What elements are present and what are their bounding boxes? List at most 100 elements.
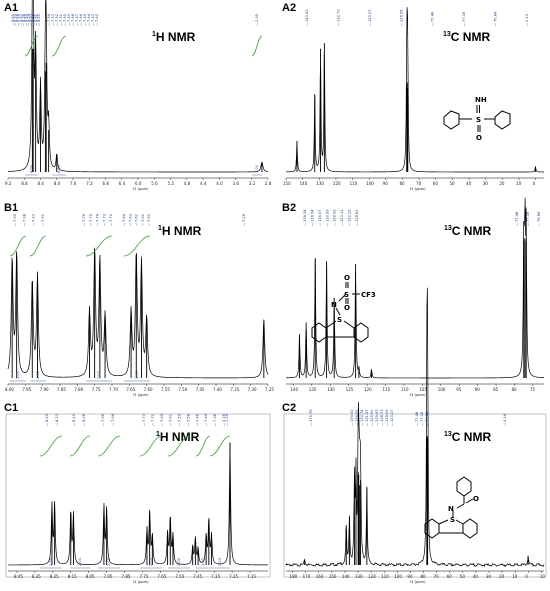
x-tick-label: -10 <box>538 574 545 579</box>
nmr-spectrum: 150 140 130 120 110 100 90 80 70 60 50 40 30 20 10 0f1 … <box>283 7 545 191</box>
x-tick-label: 150 <box>283 181 291 186</box>
x-tick-label: 90 <box>475 387 481 392</box>
title-superscript: 1 <box>152 31 156 38</box>
x-tick-label: 7.25 <box>229 574 238 579</box>
peak-value-label: 7.64 <box>122 213 126 222</box>
panel-label: B2 <box>282 202 297 214</box>
x-tick-label: 7.50 <box>178 387 187 392</box>
x-tick-label: 120 <box>333 181 341 186</box>
peak-value-label: 77.16 <box>420 411 424 422</box>
panel-label: C1 <box>4 402 19 414</box>
title-superscript: 1 <box>158 225 162 232</box>
x-tick-label: 170 <box>303 574 311 579</box>
panel-title: 1H NMR <box>156 430 199 444</box>
peak-value-label: 7.71 <box>151 414 155 422</box>
title-main: C NMR <box>450 30 491 44</box>
x-tick-label: 8.45 <box>14 574 23 579</box>
peak-value-label: 8.58 <box>16 13 20 22</box>
x-tick-label: 110 <box>401 387 409 392</box>
nmr-spectrum: 9.2 8.8 8.4 8.0 7.6 7.2 6.8 6.4 6.0 5.6 5.2 4.8 4.4 4… <box>5 0 272 191</box>
atom-o: O <box>473 495 479 503</box>
integral-curve <box>51 35 67 57</box>
integral-curve <box>69 435 91 457</box>
phenyl-ring-left <box>443 110 460 130</box>
x-tick-label: 20 <box>499 181 505 186</box>
peak-value-label: 8.59 <box>14 13 18 22</box>
panel-label: A2 <box>282 2 297 14</box>
x-tick-label: 7.2 <box>86 181 93 186</box>
x-tick-label: 8.25 <box>50 574 59 579</box>
integral-value: 6.00 <box>57 164 61 173</box>
peak-value-label: 7.49 <box>67 13 71 22</box>
x-tick-label: 130 <box>316 181 324 186</box>
panel-label: A1 <box>4 2 19 14</box>
atom-s-sulfonyl: S <box>344 291 349 299</box>
x-tick-label: 150 <box>329 574 337 579</box>
peak-value-label: 2.95 <box>255 14 259 22</box>
benzo-ring-right <box>353 322 369 343</box>
x-tick-label: 50 <box>449 181 455 186</box>
integral-curve <box>139 435 163 457</box>
x-tick-label: 110 <box>350 181 358 186</box>
x-tick-label: 100 <box>438 387 446 392</box>
spectrum-trace <box>285 287 545 568</box>
spectrum-trace <box>285 7 545 173</box>
spectrum-trace <box>7 247 269 379</box>
x-tick-label: 60 <box>447 574 453 579</box>
integral-value: 1.03 <box>97 371 101 379</box>
x-tick-label: 85 <box>493 387 499 392</box>
x-tick-label: 125 <box>346 387 354 392</box>
integral-value: 2.01 <box>107 558 111 566</box>
peak-value-label: 7.62 <box>135 214 139 222</box>
peak-value-label: 0.14 <box>503 413 507 422</box>
peak-value-label: 8.57 <box>19 14 23 22</box>
panel-b1: B1 1H NMR 8.00 7.95 7.90 7.85 7.80 7.75 7.70 7.… <box>0 200 275 400</box>
peak-value-label: 7.74 <box>96 213 100 222</box>
structure-triflyl-sulfilimine: O O S CF3 N S <box>311 274 376 343</box>
peak-value-label: 132.73 <box>336 9 340 22</box>
peak-value-label: 7.52 <box>55 14 59 22</box>
title-superscript: 13 <box>444 225 452 232</box>
x-tick-label: 3.2 <box>249 181 256 186</box>
integral-curve <box>24 35 39 57</box>
peak-value-label: 8.55 <box>24 14 28 22</box>
peak-value-label: 7.43 <box>91 14 95 22</box>
peak-value-label: 7.91 <box>41 214 45 222</box>
peak-value-label: 7.72 <box>109 214 113 222</box>
peak-value-label: 7.73 <box>142 414 146 422</box>
x-tick-label: 8.15 <box>68 574 77 579</box>
x-tick-label: 120 <box>364 387 372 392</box>
x-tick-label: 7.55 <box>175 574 184 579</box>
x-tick-label: 7.85 <box>122 574 131 579</box>
peak-value-label: 7.51 <box>59 14 63 22</box>
peak-value-label: 8.56 <box>21 13 25 22</box>
peak-value-label: 7.46 <box>79 13 83 22</box>
integral-curve <box>251 35 263 57</box>
peak-value-label: 129.47 <box>375 409 379 422</box>
x-axis-title: f1 (ppm) <box>133 580 149 584</box>
peak-value-label: 7.36 <box>222 413 226 422</box>
peak-value-label: 7.60 <box>147 213 151 222</box>
spectrum-trace <box>7 0 269 173</box>
nmr-spectrum: 180 170 160 150 140 130 120 110 100 90 80 70 60 50 40 3… <box>283 287 547 584</box>
x-tick-label: 110 <box>381 574 389 579</box>
integral-value: 1.00 <box>16 370 20 379</box>
x-tick-label: 7.25 <box>265 387 274 392</box>
x-tick-label: 75 <box>530 387 536 392</box>
peak-value-label: 128.06 <box>385 409 389 422</box>
integral-curve <box>29 235 47 257</box>
title-main: H NMR <box>159 430 200 444</box>
nmr-spectrum: 140 135 130 125 120 115 110 105 100 95 90 85 80 75 f1 … <box>285 197 545 397</box>
x-tick-label: 8.4 <box>38 181 45 186</box>
peak-value-label: 7.61 <box>141 214 145 222</box>
x-tick-label: 7.85 <box>57 387 66 392</box>
x-tick-label: 7.75 <box>92 387 101 392</box>
title-superscript: 13 <box>444 431 452 438</box>
peak-value-label: 132.74 <box>360 409 364 422</box>
x-tick-label: 7.65 <box>126 387 135 392</box>
x-tick-label: 90 <box>407 574 413 579</box>
atom-o-bottom: O <box>344 304 350 312</box>
integral-curve <box>209 435 231 457</box>
integral-curve <box>123 235 151 257</box>
peak-value-label: 7.53 <box>51 14 55 22</box>
